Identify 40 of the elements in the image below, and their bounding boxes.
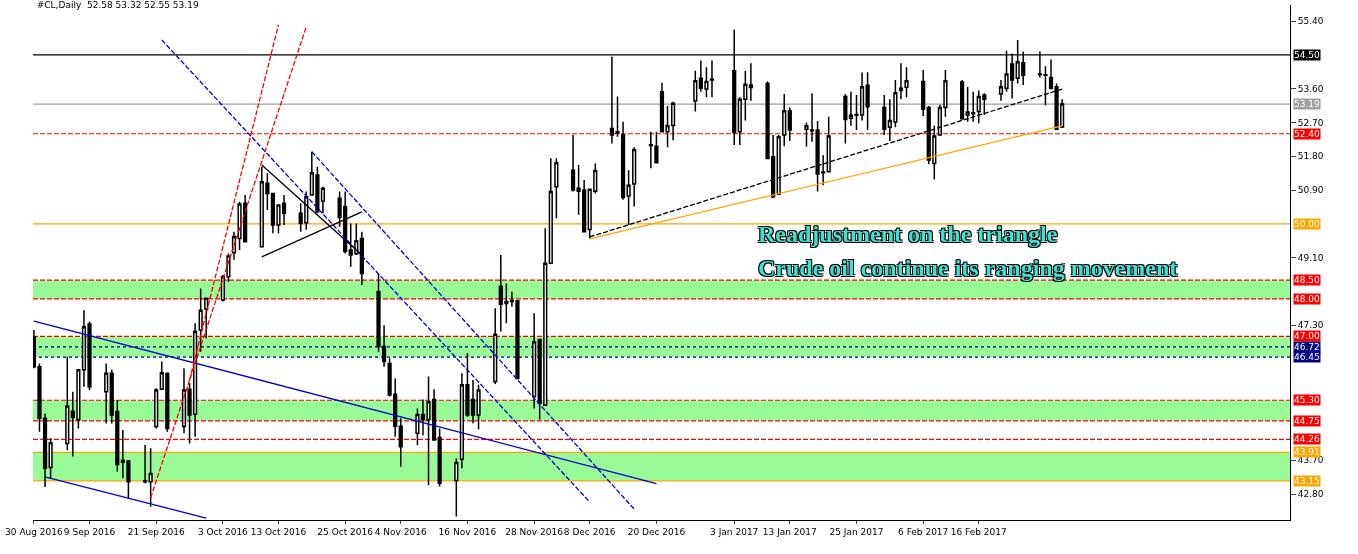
x-tick-label: 3 Oct 2016: [197, 526, 249, 537]
x-tick-label: 9 Sep 2016: [63, 526, 116, 537]
ref-line-label: 46.72: [1294, 342, 1320, 352]
ref-line-label: 46.45: [1294, 352, 1320, 362]
ref-line-label: 43.15: [1294, 476, 1320, 486]
ref-line-label: 53.19: [1294, 99, 1321, 109]
x-tick-label: 21 Sep 2016: [127, 526, 185, 537]
x-tick-label: 4 Nov 2016: [374, 526, 427, 537]
annotation: Readjustment on the triangle: [758, 221, 1058, 247]
y-tick-label: 49.10: [1297, 252, 1324, 263]
x-tick-label: 30 Aug 2016: [5, 526, 64, 537]
ref-line-label: 45.30: [1294, 395, 1321, 405]
x-tick-label: 16 Feb 2017: [950, 526, 1007, 537]
ref-line-label: 54.50: [1294, 50, 1321, 60]
x-tick-label: 8 Dec 2016: [563, 526, 616, 537]
ref-line-label: 47.00: [1294, 331, 1321, 341]
ref-line-label: 44.75: [1294, 416, 1320, 426]
x-tick-label: 28 Nov 2016: [505, 526, 564, 537]
ref-line-label: 50.00: [1294, 219, 1321, 229]
y-tick-label: 52.70: [1297, 117, 1324, 128]
x-tick-label: 25 Oct 2016: [317, 526, 374, 537]
x-tick-label: 16 Nov 2016: [438, 526, 497, 537]
y-tick-label: 51.80: [1297, 151, 1324, 162]
y-tick-label: 47.30: [1297, 320, 1324, 331]
y-tick-label: 53.60: [1297, 83, 1324, 94]
x-tick-label: 6 Feb 2017: [898, 526, 949, 537]
x-tick-label: 25 Jan 2017: [829, 526, 884, 537]
x-tick-label: 20 Dec 2016: [627, 526, 686, 537]
ref-line-label: 48.50: [1294, 275, 1321, 285]
ref-line-label: 44.26: [1294, 434, 1321, 444]
ref-line-label: 48.00: [1294, 294, 1321, 304]
x-tick-label: 3 Jan 2017: [710, 526, 759, 537]
y-tick-label: 50.90: [1297, 185, 1324, 196]
x-tick-label: 13 Oct 2016: [250, 526, 307, 537]
x-tick-label: 13 Jan 2017: [762, 526, 817, 537]
chart-title: #CL,Daily 52.58 53.32 52.55 53.19: [36, 0, 199, 10]
y-tick-label: 55.40: [1297, 16, 1324, 27]
y-tick-label: 42.80: [1297, 489, 1324, 500]
ref-line-label: 52.40: [1294, 129, 1321, 139]
annotation: Crude oil continue its ranging movement: [758, 255, 1178, 281]
